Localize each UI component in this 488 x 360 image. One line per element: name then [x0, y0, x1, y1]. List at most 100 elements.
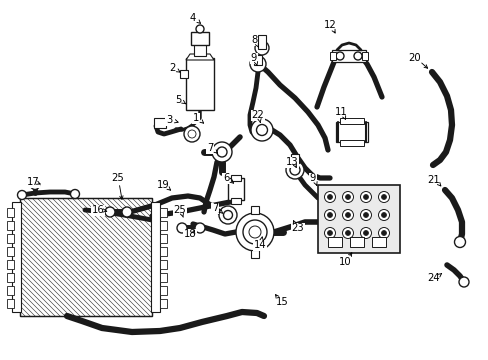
Text: 7: 7: [211, 203, 218, 213]
Polygon shape: [185, 54, 214, 60]
Bar: [7, 260, 14, 269]
Bar: [317, 185, 399, 253]
Text: 16: 16: [91, 205, 104, 215]
Text: 11: 11: [334, 107, 346, 117]
Circle shape: [327, 230, 332, 235]
Circle shape: [236, 213, 273, 251]
Text: 4: 4: [189, 13, 196, 23]
Circle shape: [453, 237, 465, 248]
Circle shape: [248, 226, 261, 238]
Circle shape: [327, 212, 332, 217]
Bar: [191, 32, 208, 45]
Circle shape: [285, 161, 304, 179]
Bar: [160, 260, 167, 269]
Bar: [7, 208, 14, 217]
Text: 12: 12: [323, 20, 336, 30]
Circle shape: [187, 130, 196, 138]
Circle shape: [360, 228, 371, 238]
Circle shape: [324, 228, 335, 238]
Bar: [339, 118, 363, 124]
Bar: [227, 178, 244, 200]
Circle shape: [342, 192, 353, 202]
Bar: [327, 237, 341, 247]
Bar: [160, 221, 167, 230]
Circle shape: [289, 165, 299, 175]
Text: 23: 23: [291, 223, 304, 233]
Circle shape: [183, 126, 200, 142]
Polygon shape: [185, 58, 214, 110]
Bar: [160, 273, 167, 282]
Bar: [335, 122, 367, 142]
Text: 24: 24: [427, 273, 439, 283]
Bar: [7, 247, 14, 256]
Circle shape: [381, 212, 386, 217]
Circle shape: [249, 56, 265, 72]
Bar: [160, 286, 167, 295]
Circle shape: [177, 223, 186, 233]
Circle shape: [363, 194, 368, 199]
Circle shape: [250, 119, 272, 141]
Circle shape: [18, 190, 26, 199]
Bar: [7, 221, 14, 230]
Bar: [329, 52, 335, 60]
Circle shape: [212, 142, 231, 162]
Circle shape: [342, 228, 353, 238]
Text: 15: 15: [275, 297, 288, 307]
Circle shape: [219, 206, 237, 224]
Bar: [154, 118, 165, 128]
Bar: [230, 175, 241, 181]
Circle shape: [363, 230, 368, 235]
Circle shape: [324, 210, 335, 220]
Circle shape: [378, 192, 389, 202]
Circle shape: [363, 212, 368, 217]
Circle shape: [30, 180, 40, 189]
Circle shape: [196, 25, 203, 33]
Bar: [371, 237, 385, 247]
Circle shape: [378, 210, 389, 220]
Circle shape: [345, 194, 350, 199]
Circle shape: [217, 147, 226, 157]
Bar: [194, 44, 205, 56]
Text: 21: 21: [427, 175, 440, 185]
Bar: [250, 250, 259, 258]
Text: 25: 25: [173, 205, 186, 215]
Bar: [20, 198, 152, 316]
Circle shape: [360, 210, 371, 220]
Circle shape: [335, 52, 343, 60]
Bar: [290, 154, 298, 163]
Circle shape: [324, 192, 335, 202]
Text: 5: 5: [174, 95, 181, 105]
Bar: [7, 286, 14, 295]
Text: 25: 25: [111, 173, 124, 183]
Bar: [12, 202, 21, 312]
Text: 22: 22: [251, 110, 264, 120]
Circle shape: [223, 211, 232, 220]
Bar: [20, 198, 152, 316]
Text: 20: 20: [408, 53, 421, 63]
Circle shape: [381, 230, 386, 235]
Circle shape: [345, 230, 350, 235]
Bar: [7, 273, 14, 282]
Text: 2: 2: [168, 63, 175, 73]
Circle shape: [381, 194, 386, 199]
Circle shape: [378, 228, 389, 238]
Polygon shape: [331, 50, 365, 62]
Circle shape: [195, 223, 204, 233]
Text: 7: 7: [206, 143, 213, 153]
Bar: [339, 140, 363, 146]
Bar: [160, 234, 167, 243]
Text: 6: 6: [223, 173, 229, 183]
Circle shape: [70, 189, 80, 198]
Circle shape: [254, 41, 268, 55]
Bar: [7, 234, 14, 243]
Text: 9: 9: [309, 173, 316, 183]
Text: 3: 3: [165, 115, 172, 125]
Circle shape: [327, 194, 332, 199]
Bar: [151, 202, 160, 312]
Circle shape: [345, 212, 350, 217]
Text: 14: 14: [253, 240, 266, 250]
Circle shape: [458, 277, 468, 287]
Text: 17: 17: [26, 177, 40, 187]
Bar: [253, 55, 262, 65]
Bar: [250, 206, 259, 214]
